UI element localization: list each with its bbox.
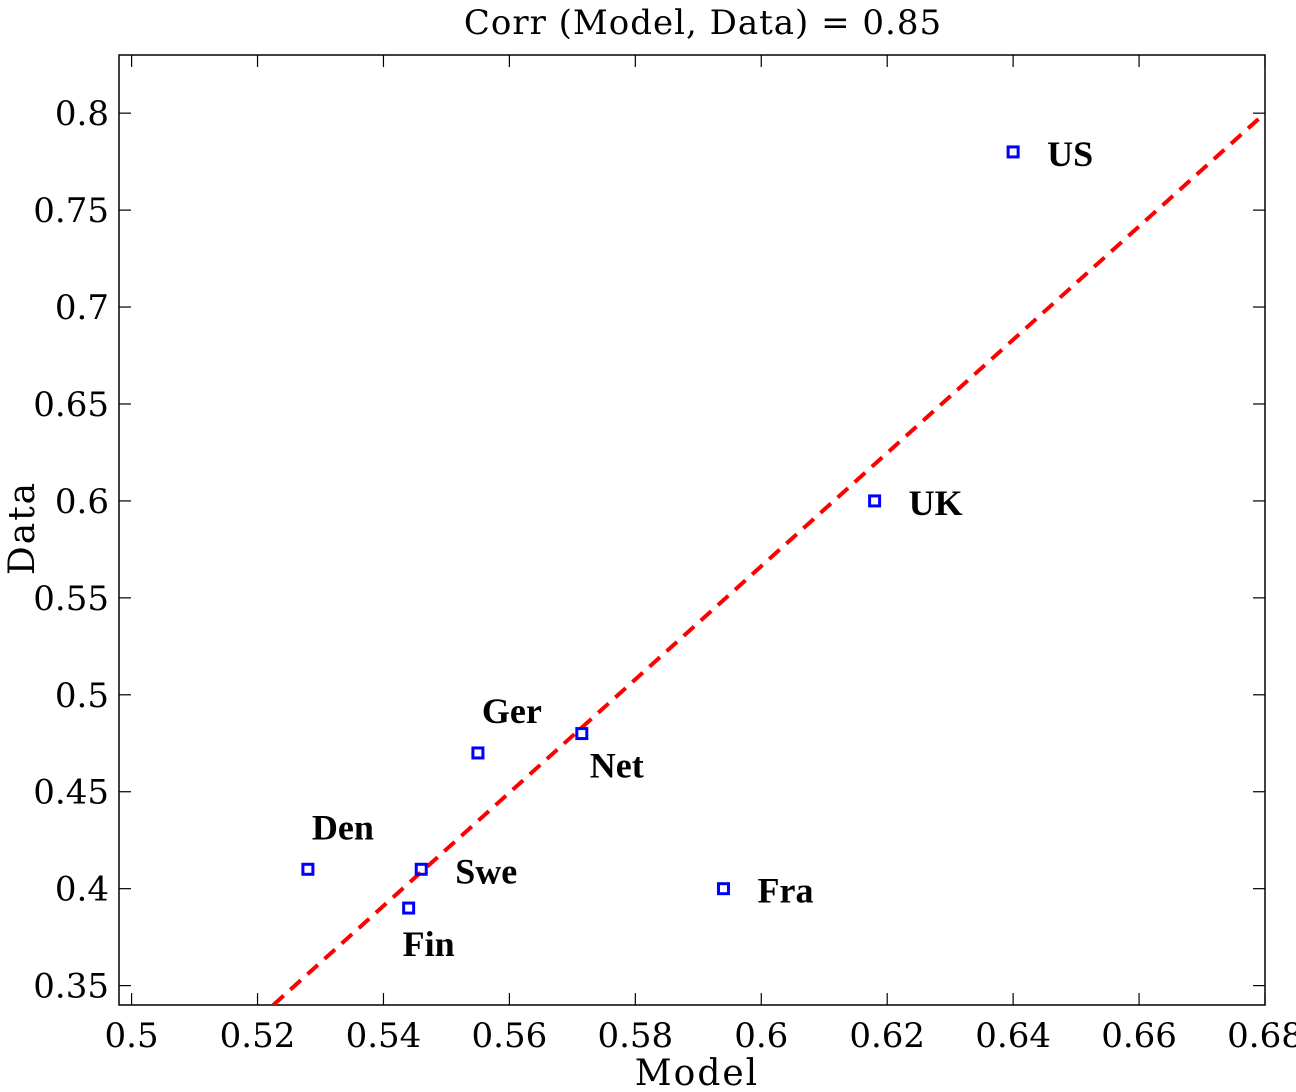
- y-tick-label: 0.45: [33, 773, 109, 813]
- data-point-label: UK: [909, 483, 963, 523]
- data-point-label: Swe: [455, 851, 517, 891]
- x-tick-label: 0.6: [734, 1016, 788, 1056]
- x-tick-label: 0.58: [597, 1016, 673, 1056]
- x-tick-label: 0.52: [220, 1016, 296, 1056]
- y-tick-label: 0.35: [33, 967, 109, 1007]
- data-point-label: Net: [590, 746, 644, 786]
- x-axis-label: Model: [635, 1053, 759, 1092]
- y-tick-label: 0.6: [55, 482, 109, 522]
- data-point-label: US: [1047, 134, 1093, 174]
- chart-title: Corr (Model, Data) = 0.85: [464, 3, 942, 43]
- y-axis-label: Data: [2, 481, 43, 575]
- data-point-marker: [716, 882, 730, 896]
- data-point-label: Fin: [403, 924, 455, 964]
- y-tick-label: 0.55: [33, 579, 109, 619]
- y-tick-label: 0.5: [55, 676, 109, 716]
- fit-line-layer: [271, 111, 1265, 1005]
- y-tick-label: 0.75: [33, 191, 109, 231]
- x-tick-label: 0.56: [472, 1016, 548, 1056]
- plot-area: [118, 54, 1266, 1006]
- y-tick-label: 0.4: [55, 870, 109, 910]
- data-point-marker: [1006, 145, 1020, 159]
- axis-ticks: 0.5 0.52 0.54 0.56 0.58 0.6 0.62 0.64 0.66 0.68 0.…: [33, 55, 1296, 1056]
- fit-line: [271, 111, 1265, 1005]
- data-point-label: Ger: [482, 691, 542, 731]
- x-tick-label: 0.5: [105, 1016, 159, 1056]
- data-point-marker: [868, 494, 882, 508]
- x-tick-label: 0.54: [346, 1016, 422, 1056]
- data-point-marker: [575, 727, 589, 741]
- data-point-marker: [471, 746, 485, 760]
- x-tick-label: 0.68: [1227, 1016, 1296, 1056]
- data-point-marker: [301, 862, 315, 876]
- x-tick-label: 0.66: [1101, 1016, 1177, 1056]
- data-point-label: Den: [312, 807, 374, 847]
- y-tick-label: 0.65: [33, 385, 109, 425]
- x-tick-label: 0.64: [975, 1016, 1051, 1056]
- data-point-marker: [402, 901, 416, 915]
- y-tick-label: 0.7: [55, 288, 109, 328]
- x-tick-label: 0.62: [849, 1016, 925, 1056]
- y-tick-label: 0.8: [55, 94, 109, 134]
- data-point-label: Fra: [757, 871, 813, 911]
- data-point-marker: [414, 862, 428, 876]
